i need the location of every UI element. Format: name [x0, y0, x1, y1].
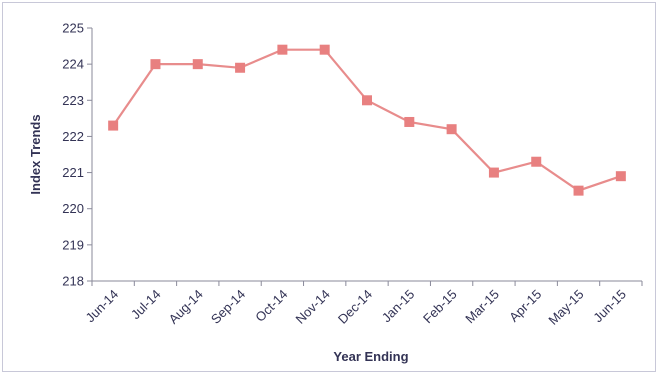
- x-tick-label: Oct-14: [252, 287, 290, 325]
- x-tick-label: Dec-14: [335, 287, 375, 327]
- x-axis-title: Year Ending: [333, 349, 408, 364]
- y-tick-label: 219: [62, 237, 84, 252]
- y-tick-label: 221: [62, 165, 84, 180]
- x-tick-label: Nov-14: [293, 287, 333, 327]
- y-axis: 218 219 220 221 222 223 224 225: [62, 21, 93, 289]
- x-tick-label: Jan-15: [379, 287, 418, 326]
- data-point: [573, 185, 584, 196]
- data-point: [277, 44, 288, 55]
- data-point: [615, 171, 626, 182]
- y-axis-title: Index Trends: [28, 114, 43, 194]
- x-tick-label: Feb-15: [420, 287, 460, 327]
- data-point: [108, 120, 119, 131]
- x-tick-label: Jun-14: [83, 287, 122, 326]
- y-tick-label: 220: [62, 201, 84, 216]
- x-axis: Jun-14 Jul-14 Aug-14 Sep-14 Oct-14 Nov-14 Dec-…: [83, 280, 643, 328]
- x-tick-label: May-15: [545, 287, 586, 328]
- y-tick-label: 222: [62, 129, 84, 144]
- chart-frame: [2, 2, 656, 372]
- data-point: [235, 62, 246, 73]
- x-tick-label: Apr-15: [506, 287, 544, 325]
- series-line: [112, 48, 622, 192]
- y-tick-label: 218: [62, 274, 84, 289]
- data-point: [319, 44, 330, 55]
- y-tick-label: 225: [62, 21, 84, 36]
- data-point: [531, 156, 542, 167]
- x-tick-label: Jul-14: [128, 287, 164, 323]
- data-point: [192, 59, 203, 70]
- x-tick-label: Sep-14: [208, 287, 248, 327]
- data-point: [446, 124, 457, 135]
- x-tick-label: Aug-14: [166, 287, 206, 327]
- data-point: [362, 95, 372, 106]
- data-point: [404, 116, 415, 127]
- data-point: [488, 167, 499, 178]
- x-tick-label: Mar-15: [462, 287, 502, 327]
- series-layer: [108, 44, 626, 196]
- data-point: [150, 59, 161, 70]
- y-tick-label: 224: [62, 57, 84, 72]
- y-tick-label: 223: [62, 93, 84, 108]
- x-tick-label: Jun-15: [590, 287, 629, 326]
